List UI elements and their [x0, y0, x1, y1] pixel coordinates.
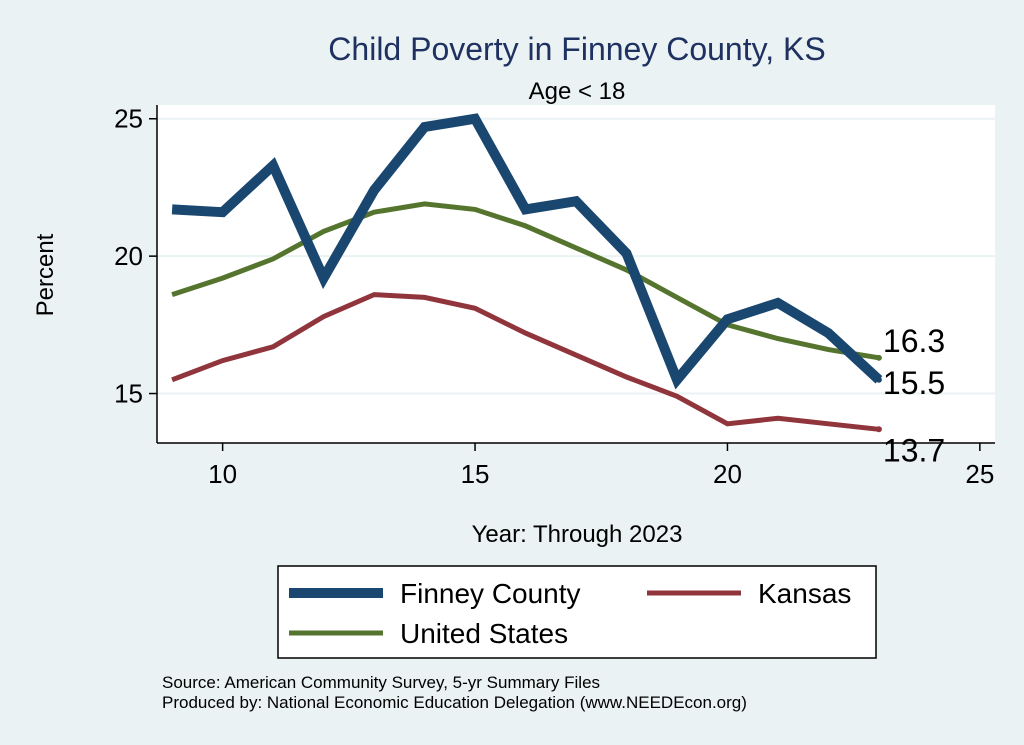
y-axis-ticks: 15 20 25	[114, 104, 157, 409]
x-tick-label-10: 10	[208, 459, 237, 489]
end-label-kansas: 13.7	[883, 432, 945, 468]
plot-area	[157, 105, 995, 443]
y-tick-label-25: 25	[114, 104, 143, 134]
source-note: Source: American Community Survey, 5-yr …	[162, 673, 600, 692]
end-marker-united-states	[875, 354, 882, 361]
x-tick-label-20: 20	[713, 459, 742, 489]
x-tick-label-15: 15	[461, 459, 490, 489]
y-axis-label: Percent	[32, 233, 59, 316]
legend-box	[277, 565, 877, 659]
y-tick-label-15: 15	[114, 379, 143, 409]
legend-label-united-states: United States	[400, 618, 568, 649]
end-labels: 15.5 13.7 16.3	[875, 323, 945, 468]
end-marker-kansas	[875, 426, 882, 433]
x-tick-label-25: 25	[965, 459, 994, 489]
x-axis-ticks: 10 15 20 25	[208, 443, 994, 489]
chart-subtitle: Age < 18	[529, 78, 626, 105]
x-axis-label: Year: Through 2023	[472, 521, 683, 548]
legend: Finney County Kansas United States	[277, 565, 877, 659]
series-lines	[171, 113, 883, 432]
chart-title: Child Poverty in Finney County, KS	[328, 31, 825, 67]
legend-label-finney-county: Finney County	[400, 578, 581, 609]
y-tick-label-20: 20	[114, 241, 143, 271]
producer-note: Produced by: National Economic Education…	[162, 693, 747, 712]
end-marker-finney-county	[875, 376, 882, 383]
end-label-finney-county: 15.5	[883, 365, 945, 401]
grid-lines	[157, 117, 995, 395]
legend-label-kansas: Kansas	[758, 578, 851, 609]
end-label-united-states: 16.3	[883, 323, 945, 359]
